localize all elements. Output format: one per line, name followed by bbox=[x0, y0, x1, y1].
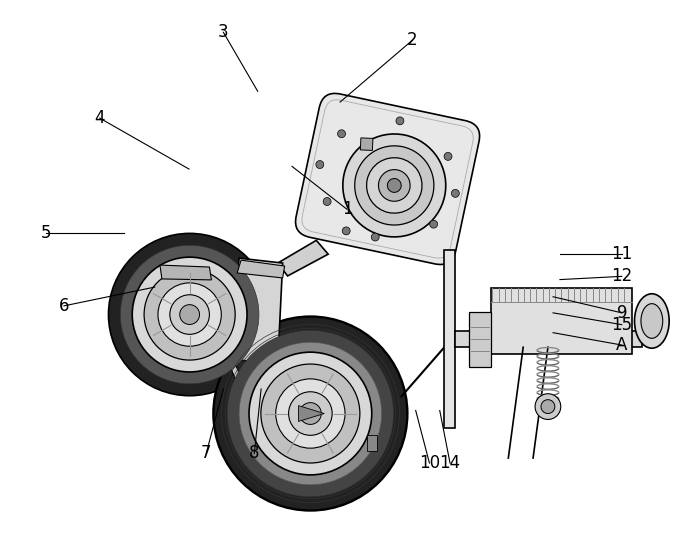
Circle shape bbox=[133, 257, 247, 372]
Text: 1: 1 bbox=[341, 201, 353, 218]
Polygon shape bbox=[229, 258, 282, 364]
Text: 3: 3 bbox=[218, 23, 228, 41]
Polygon shape bbox=[367, 435, 377, 451]
Circle shape bbox=[355, 146, 434, 225]
Polygon shape bbox=[298, 405, 324, 422]
Circle shape bbox=[158, 283, 221, 346]
Circle shape bbox=[108, 234, 271, 396]
Circle shape bbox=[371, 233, 379, 241]
Circle shape bbox=[535, 393, 561, 420]
Text: 9: 9 bbox=[616, 304, 627, 322]
Circle shape bbox=[342, 227, 350, 235]
Text: 6: 6 bbox=[59, 297, 69, 315]
Text: 2: 2 bbox=[407, 31, 418, 49]
Circle shape bbox=[323, 198, 331, 205]
Circle shape bbox=[120, 246, 259, 384]
Text: 8: 8 bbox=[249, 444, 260, 462]
Circle shape bbox=[337, 130, 346, 138]
Circle shape bbox=[378, 170, 410, 201]
Circle shape bbox=[430, 220, 438, 228]
Text: A: A bbox=[616, 336, 627, 354]
Polygon shape bbox=[278, 240, 328, 276]
Circle shape bbox=[451, 189, 459, 197]
Polygon shape bbox=[444, 250, 455, 428]
Text: 12: 12 bbox=[611, 267, 632, 286]
Circle shape bbox=[249, 352, 372, 475]
FancyBboxPatch shape bbox=[296, 93, 480, 264]
Circle shape bbox=[444, 152, 452, 160]
Polygon shape bbox=[455, 331, 642, 347]
Circle shape bbox=[343, 134, 446, 237]
Circle shape bbox=[227, 331, 393, 496]
Text: 11: 11 bbox=[611, 245, 632, 263]
Circle shape bbox=[261, 364, 360, 463]
Text: 5: 5 bbox=[41, 224, 51, 242]
Circle shape bbox=[170, 295, 210, 334]
Polygon shape bbox=[160, 265, 212, 280]
Circle shape bbox=[144, 269, 235, 360]
Circle shape bbox=[300, 403, 321, 424]
Circle shape bbox=[276, 379, 345, 448]
Polygon shape bbox=[360, 138, 373, 151]
Circle shape bbox=[387, 178, 401, 192]
Circle shape bbox=[396, 117, 404, 125]
Text: 7: 7 bbox=[201, 444, 212, 462]
Circle shape bbox=[316, 160, 324, 169]
Polygon shape bbox=[468, 312, 491, 367]
Circle shape bbox=[541, 399, 555, 414]
Polygon shape bbox=[237, 260, 285, 278]
Circle shape bbox=[289, 392, 332, 435]
Polygon shape bbox=[231, 354, 253, 425]
Ellipse shape bbox=[634, 294, 669, 348]
Ellipse shape bbox=[641, 304, 663, 338]
Circle shape bbox=[213, 317, 407, 511]
Text: 10: 10 bbox=[419, 454, 440, 472]
Text: 4: 4 bbox=[94, 109, 105, 127]
Polygon shape bbox=[491, 288, 632, 354]
Text: 14: 14 bbox=[439, 454, 461, 472]
Circle shape bbox=[366, 158, 422, 213]
Circle shape bbox=[180, 305, 200, 325]
Circle shape bbox=[239, 342, 382, 485]
Text: 15: 15 bbox=[611, 315, 632, 334]
